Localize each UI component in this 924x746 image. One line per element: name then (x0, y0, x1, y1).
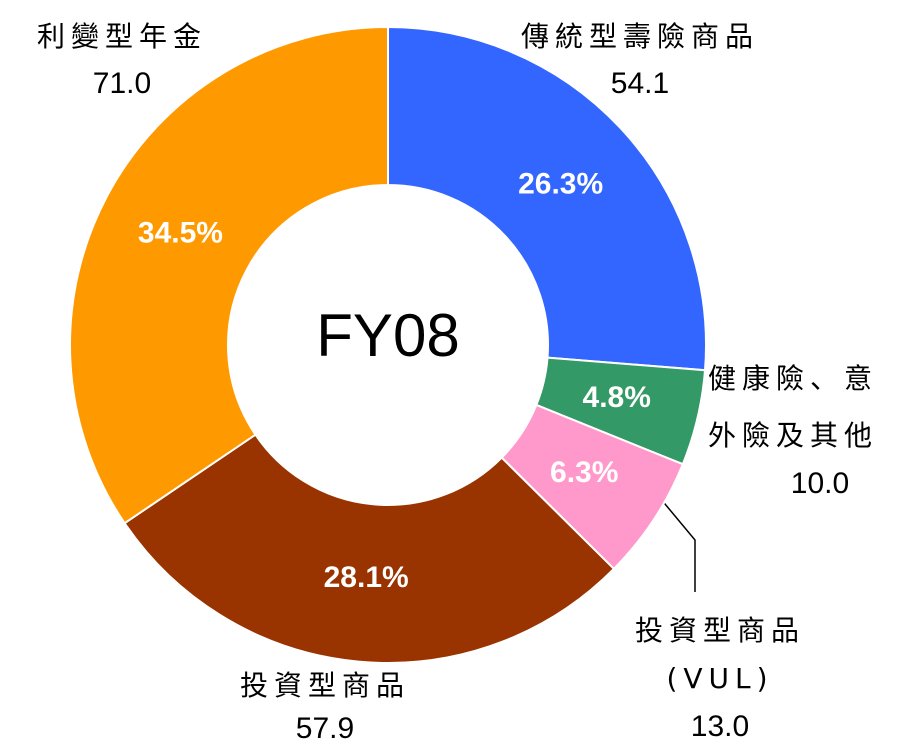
donut-segment (387, 25, 707, 372)
category-label: (VUL) (666, 662, 773, 695)
value-label: 57.9 (296, 712, 354, 745)
category-label: 投資型商品 (240, 669, 410, 702)
center-label: FY08 (316, 302, 459, 369)
category-label: 傳統型壽險商品 (521, 20, 759, 53)
value-label: 10.0 (791, 467, 849, 500)
percent-label: 34.5% (138, 217, 223, 250)
percent-label: 26.3% (518, 167, 603, 200)
category-label: 健康險、意 (708, 362, 878, 395)
value-label: 13.0 (691, 710, 749, 743)
category-label: 投資型商品 (635, 614, 805, 647)
category-label: 外險及其他 (708, 419, 878, 452)
percent-label: 4.8% (583, 381, 651, 414)
leader-line (654, 491, 696, 592)
category-label: 利變型年金 (37, 20, 207, 53)
percent-label: 6.3% (550, 456, 618, 489)
percent-label: 28.1% (324, 561, 409, 594)
donut-segment (123, 433, 616, 664)
value-label: 54.1 (611, 67, 669, 100)
donut-segment (69, 25, 389, 525)
value-label: 71.0 (93, 67, 151, 100)
